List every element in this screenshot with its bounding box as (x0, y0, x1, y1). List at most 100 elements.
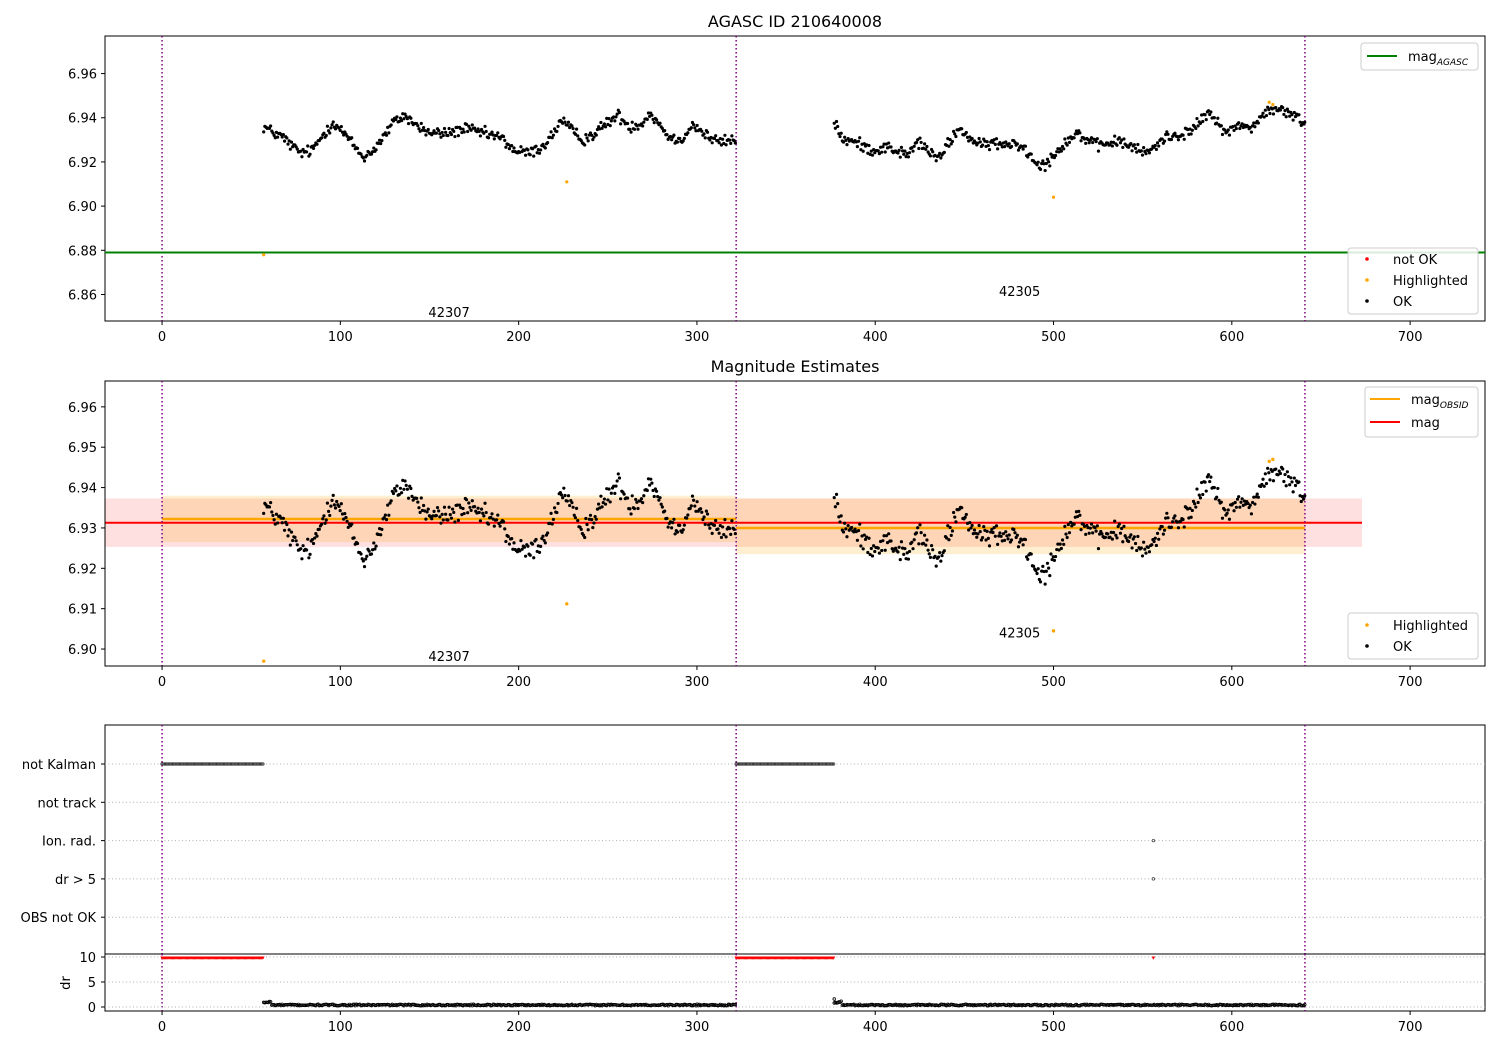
p2-ok-point (836, 502, 840, 506)
p1-ok-point (686, 131, 690, 135)
p1-ok-point (1091, 140, 1095, 145)
p2-ok-point (415, 496, 419, 500)
p1-ok-point (917, 146, 921, 151)
p1-ok-point (953, 132, 957, 136)
p1-ok-point (322, 131, 326, 135)
p1-ok-point (1044, 161, 1048, 166)
p2-ok-point (467, 501, 471, 505)
p2-ok-point (724, 535, 728, 539)
p2-ok-point (1130, 546, 1134, 550)
p2-ok-point (1038, 580, 1043, 584)
p2-ok-point (481, 511, 485, 515)
p2-ok-point (1079, 527, 1083, 532)
p1-ok-point (870, 153, 875, 157)
p1-ok-point (352, 143, 356, 147)
p2-ok-point (457, 503, 462, 507)
p2-ok-point (652, 494, 656, 499)
p2-ok-point (320, 522, 324, 526)
p1-ok-point (438, 132, 442, 136)
p2-ok-point (923, 533, 927, 537)
p2-ok-point (473, 504, 477, 509)
p2-ok-point (599, 494, 603, 498)
p3-flag-point (1151, 838, 1156, 843)
p1-ok-point (1110, 144, 1114, 148)
p2-ok-point (373, 547, 377, 551)
p1-xtick-label-1: 100 (328, 330, 353, 345)
p3-flag-point (831, 762, 836, 766)
p1-ok-point (1118, 141, 1123, 145)
p2-ok-point (386, 503, 390, 507)
p2-ok-point (1161, 532, 1165, 536)
p1-ok-point (695, 123, 699, 128)
p2-ok-point (954, 520, 958, 524)
p1-ok-point (1169, 137, 1174, 142)
p2-ok-point (987, 544, 992, 548)
p1-ok-point (1045, 157, 1050, 161)
p1-ok-point (622, 119, 626, 123)
p1-ok-point (1226, 128, 1230, 132)
p2-ok-point (293, 535, 297, 539)
p1-ok-point (1096, 149, 1101, 153)
p1-ok-point (1201, 119, 1205, 124)
p4-xtick-label-1: 100 (328, 1020, 353, 1035)
p1-ok-point (1130, 149, 1134, 153)
p2-ok-point (1036, 567, 1040, 571)
p1-ok-point (1072, 136, 1076, 140)
p1-ok-point (372, 146, 376, 150)
p2-ok-point (675, 530, 680, 534)
p2-ok-point (469, 508, 473, 513)
p2-ok-point (343, 512, 347, 516)
p2-obsid-label-1: 42305 (999, 626, 1040, 641)
p2-ok-point (881, 539, 885, 543)
p2-ok-point (566, 494, 571, 498)
p1-ok-point (398, 116, 403, 120)
p2-ok-point (609, 491, 613, 495)
p2-ok-point (592, 521, 596, 525)
p1-ok-point (1126, 145, 1131, 149)
p2-ok-point (702, 515, 706, 519)
p2-ok-point (1217, 498, 1221, 502)
p1-xtick-label-0: 0 (158, 330, 166, 345)
p2-ok-point (479, 507, 484, 511)
p2-legend-line-1-label-text: mag (1411, 416, 1440, 431)
p2-highlighted-point (1051, 629, 1056, 633)
p1-ok-point (1095, 137, 1099, 141)
p2-ok-point (470, 499, 474, 503)
p2-ok-point (313, 536, 317, 540)
p1-ok-point (446, 133, 450, 138)
p2-ok-point (951, 510, 956, 515)
p2-ok-point (1169, 525, 1174, 529)
p1-ok-point (1157, 144, 1161, 148)
p1-ok-point (608, 124, 612, 128)
p1-ok-point (986, 143, 990, 148)
p1-ok-point (1248, 125, 1252, 130)
p2-ok-point (1189, 515, 1193, 519)
p1-ok-point (1268, 111, 1272, 116)
p1-ok-point (1249, 130, 1254, 134)
p2-ok-point (288, 543, 292, 547)
p2-ok-point (1124, 536, 1128, 540)
p2-ok-point (692, 498, 696, 502)
p2-ok-point (519, 539, 523, 543)
p1-ok-point (422, 125, 426, 130)
p2-ok-point (903, 546, 907, 551)
p1-ok-point (1144, 152, 1148, 156)
p1-ok-point (1293, 115, 1298, 119)
p1-ok-point (1209, 110, 1213, 114)
p1-ok-point (583, 143, 587, 147)
p2-ok-point (549, 511, 553, 515)
p2-ok-point (1044, 569, 1048, 573)
p2-ok-point (843, 521, 847, 525)
p1-ok-point (721, 137, 725, 141)
p1-legend-point-1-label: Highlighted (1393, 274, 1468, 289)
p2-ok-point (314, 531, 318, 536)
p1-ok-point (461, 127, 465, 131)
p1-ok-point (663, 129, 667, 133)
p2-ok-point (678, 523, 682, 527)
p2-ok-point (615, 479, 619, 483)
p1-ok-point (898, 155, 902, 159)
p2-ok-point (705, 512, 710, 516)
p1-ok-point (537, 151, 542, 155)
p1-ytick-label-4: 6.94 (68, 112, 97, 127)
p1-ok-point (406, 121, 411, 126)
